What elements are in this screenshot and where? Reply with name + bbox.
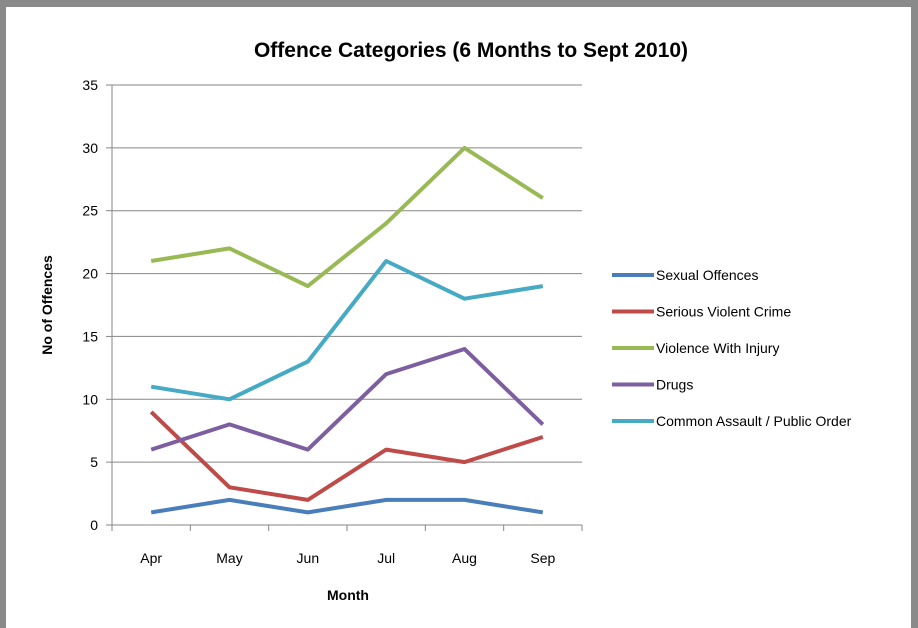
legend-label: Common Assault / Public Order [656, 413, 852, 429]
y-tick-label: 0 [90, 517, 98, 533]
y-tick-label: 10 [82, 391, 98, 407]
x-tick-label: Aug [452, 550, 477, 566]
legend-label: Violence With Injury [656, 340, 779, 356]
x-tick-label: Jun [297, 550, 320, 566]
legend-label: Drugs [656, 377, 693, 393]
x-tick-label: Sep [530, 550, 555, 566]
series-line [150, 497, 544, 515]
y-tick-label: 20 [82, 266, 98, 282]
y-tick-label: 35 [82, 77, 98, 93]
y-axis-label: No of Offences [39, 255, 55, 355]
y-tick-labels: 0 5 10 15 20 25 30 35 [82, 77, 98, 533]
series-lines [149, 145, 545, 515]
series-line [150, 145, 544, 289]
series-line [150, 259, 544, 402]
x-tick-label: Apr [140, 550, 162, 566]
x-tick-label: May [216, 550, 242, 566]
y-tick-label: 25 [82, 203, 98, 219]
y-tick-label: 5 [90, 454, 98, 470]
x-axis-label: Month [327, 587, 369, 603]
legend: Sexual Offences Serious Violent Crime Viol… [612, 267, 852, 429]
series-line [149, 410, 544, 502]
x-tick-label: Jul [377, 550, 395, 566]
chart-title: Offence Categories (6 Months to Sept 201… [254, 39, 688, 62]
legend-label: Serious Violent Crime [656, 304, 791, 320]
x-tick-labels: Apr May Jun Jul Aug Sep [140, 550, 555, 566]
legend-label: Sexual Offences [656, 267, 758, 283]
y-tick-label: 30 [82, 140, 98, 156]
gridlines [106, 84, 583, 531]
y-tick-label: 15 [82, 328, 98, 344]
series-line [150, 347, 545, 452]
